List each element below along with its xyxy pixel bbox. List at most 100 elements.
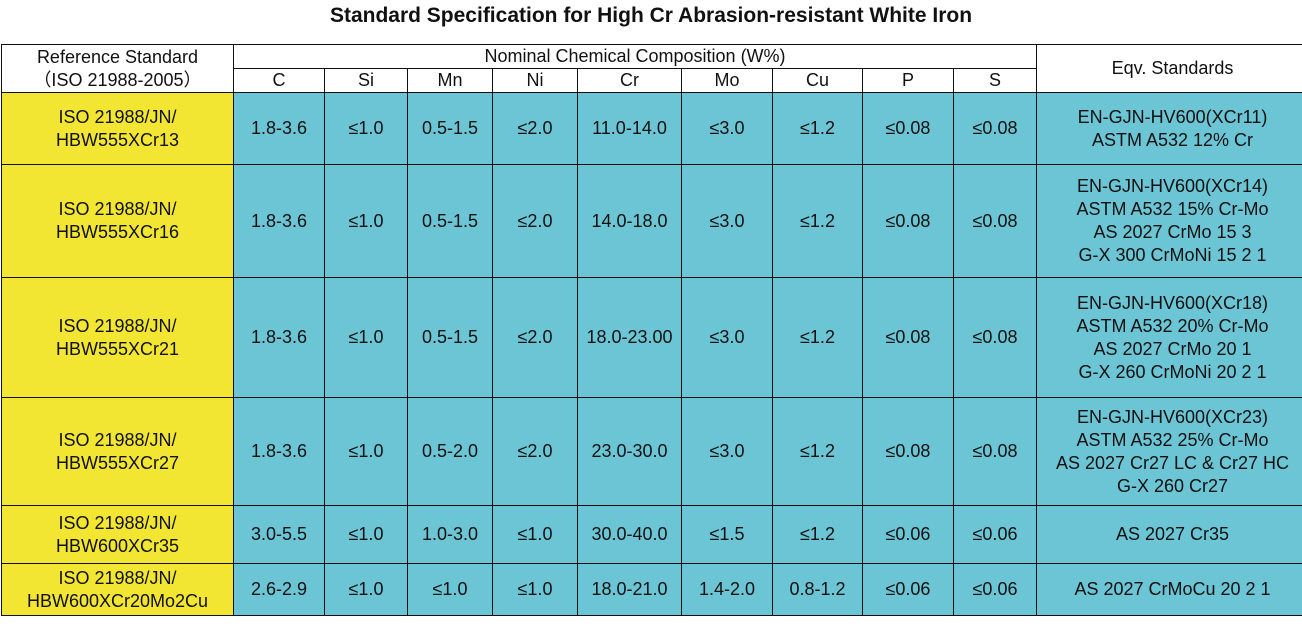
eqv-standard-line: AS 2027 CrMo 20 1 <box>1093 338 1252 359</box>
composition-cell-c: 1.8-3.6 <box>233 164 325 278</box>
reference-standard-header-line2: （ISO 21988-2005） <box>33 69 202 90</box>
composition-cell-cr: 18.0-21.0 <box>577 563 682 616</box>
composition-cell-ni: ≤2.0 <box>492 397 578 506</box>
element-header-p: P <box>862 68 954 93</box>
reference-standard-line: HBW555XCr16 <box>55 222 180 242</box>
composition-cell-c: 3.0-5.5 <box>233 505 325 564</box>
composition-cell-si: ≤1.0 <box>324 92 408 165</box>
composition-cell-s: ≤0.06 <box>952 505 1038 564</box>
composition-cell-p: ≤0.08 <box>862 277 954 398</box>
composition-cell-s: ≤0.08 <box>952 277 1038 398</box>
composition-header: Nominal Chemical Composition (W%) <box>232 44 1038 69</box>
eqv-standards-cell: EN-GJN-HV600(XCr11) ASTM A532 12% Cr <box>1036 92 1302 165</box>
eqv-standard-line: AS 2027 CrMoCu 20 2 1 <box>1074 579 1271 599</box>
reference-standard-line: ISO 21988/JN/ <box>58 567 177 588</box>
composition-cell-cr: 14.0-18.0 <box>577 164 682 278</box>
eqv-standards-cell: EN-GJN-HV600(XCr23) ASTM A532 25% Cr-Mo AS… <box>1036 397 1302 506</box>
composition-cell-ni: ≤2.0 <box>492 277 578 398</box>
composition-cell-si: ≤1.0 <box>324 164 408 278</box>
eqv-standard-line: AS 2027 CrMo 15 3 <box>1093 222 1252 242</box>
composition-cell-mn: ≤1.0 <box>407 563 493 616</box>
composition-cell-si: ≤1.0 <box>324 397 408 506</box>
composition-cell-s: ≤0.08 <box>952 92 1038 165</box>
reference-standard-cell: ISO 21988/JN/HBW600XCr35 <box>1 505 234 564</box>
reference-standard-line: HBW555XCr21 <box>55 338 180 359</box>
eqv-standards-header: Eqv. Standards <box>1036 44 1302 93</box>
eqv-standard-line: ASTM A532 20% Cr-Mo <box>1076 315 1269 336</box>
eqv-standard-line: AS 2027 Cr27 LC & Cr27 HC <box>1055 452 1290 473</box>
composition-cell-cr: 18.0-23.00 <box>577 277 682 398</box>
eqv-standard-line: EN-GJN-HV600(XCr11) <box>1077 106 1268 127</box>
composition-cell-mo: ≤3.0 <box>681 277 773 398</box>
eqv-standards-cell: EN-GJN-HV600(XCr14) ASTM A532 15% Cr-Mo AS… <box>1036 164 1302 278</box>
reference-standard-line: ISO 21988/JN/ <box>58 106 177 127</box>
eqv-standard-line: G-X 300 CrMoNi 15 2 1 <box>1078 245 1267 265</box>
table-row: ISO 21988/JN/HBW555XCr27 1.8-3.6 ≤1.0 0.5-2… <box>1 397 1302 506</box>
reference-standard-line: ISO 21988/JN/ <box>58 315 177 336</box>
composition-cell-mn: 0.5-2.0 <box>407 397 493 506</box>
composition-cell-c: 1.8-3.6 <box>233 397 325 506</box>
reference-standard-line: HBW600XCr20Mo2Cu <box>26 590 209 611</box>
element-header-mn: Mn <box>407 68 493 93</box>
composition-cell-p: ≤0.08 <box>862 92 954 165</box>
table-row: ISO 21988/JN/HBW555XCr16 1.8-3.6 ≤1.0 0.5-1… <box>1 164 1302 278</box>
element-header-cu: Cu <box>772 68 863 93</box>
composition-cell-cu: ≤1.2 <box>772 505 863 564</box>
eqv-standard-line: EN-GJN-HV600(XCr18) <box>1076 292 1269 313</box>
composition-cell-mo: ≤3.0 <box>681 92 773 165</box>
composition-cell-cr: 11.0-14.0 <box>577 92 682 165</box>
reference-standard-cell: ISO 21988/JN/HBW555XCr21 <box>1 277 234 398</box>
table-row: ISO 21988/JN/HBW600XCr20Mo2Cu 2.6-2.9 ≤1.0… <box>1 563 1302 616</box>
composition-cell-mo: ≤3.0 <box>681 397 773 506</box>
composition-cell-cu: ≤1.2 <box>772 92 863 165</box>
reference-standard-line: ISO 21988/JN/ <box>58 199 177 219</box>
composition-cell-p: ≤0.08 <box>862 164 954 278</box>
composition-cell-p: ≤0.06 <box>862 563 954 616</box>
composition-cell-mn: 0.5-1.5 <box>407 92 493 165</box>
table-row: ISO 21988/JN/HBW600XCr35 3.0-5.5 ≤1.0 1.0-3… <box>1 505 1302 564</box>
eqv-standard-line: ASTM A532 12% Cr <box>1091 129 1254 150</box>
element-header-c: C <box>233 68 325 93</box>
element-header-ni: Ni <box>492 68 578 93</box>
composition-cell-s: ≤0.08 <box>952 397 1038 506</box>
element-header-s: S <box>952 68 1038 93</box>
reference-standard-cell: ISO 21988/JN/HBW555XCr27 <box>1 397 234 506</box>
eqv-standard-line: G-X 260 Cr27 <box>1116 475 1229 496</box>
table-row: ISO 21988/JN/HBW555XCr21 1.8-3.6 ≤1.0 0.5-1… <box>1 277 1302 398</box>
composition-cell-c: 2.6-2.9 <box>233 563 325 616</box>
eqv-standard-line: EN-GJN-HV600(XCr14) <box>1076 176 1269 196</box>
composition-cell-c: 1.8-3.6 <box>233 277 325 398</box>
composition-cell-si: ≤1.0 <box>324 563 408 616</box>
composition-cell-p: ≤0.06 <box>862 505 954 564</box>
composition-cell-mn: 0.5-1.5 <box>407 164 493 278</box>
eqv-standard-line: EN-GJN-HV600(XCr23) <box>1076 406 1269 427</box>
composition-cell-cu: ≤1.2 <box>772 397 863 506</box>
reference-standard-line: HBW555XCr27 <box>55 452 180 473</box>
eqv-standards-cell: AS 2027 Cr35 <box>1036 505 1302 564</box>
reference-standard-line: ISO 21988/JN/ <box>58 512 177 533</box>
element-header-mo: Mo <box>681 68 773 93</box>
composition-cell-si: ≤1.0 <box>324 277 408 398</box>
page-title: Standard Specification for High Cr Abras… <box>329 4 973 27</box>
reference-standard-line: ISO 21988/JN/ <box>58 429 177 450</box>
composition-cell-cr: 30.0-40.0 <box>577 505 682 564</box>
composition-cell-cu: 0.8-1.2 <box>772 563 863 616</box>
reference-standard-line: HBW555XCr13 <box>55 129 180 150</box>
composition-cell-mo: ≤1.5 <box>681 505 773 564</box>
eqv-standard-line: AS 2027 Cr35 <box>1115 524 1230 544</box>
composition-cell-ni: ≤2.0 <box>492 164 578 278</box>
reference-standard-line: HBW600XCr35 <box>55 535 180 556</box>
composition-cell-cr: 23.0-30.0 <box>577 397 682 506</box>
composition-cell-ni: ≤2.0 <box>492 92 578 165</box>
table-row: ISO 21988/JN/HBW555XCr13 1.8-3.6 ≤1.0 0.5-1… <box>1 92 1302 165</box>
element-header-si: Si <box>324 68 408 93</box>
composition-cell-si: ≤1.0 <box>324 505 408 564</box>
reference-standard-cell: ISO 21988/JN/HBW555XCr16 <box>1 164 234 278</box>
composition-cell-cu: ≤1.2 <box>772 164 863 278</box>
reference-standard-cell: ISO 21988/JN/HBW555XCr13 <box>1 92 234 165</box>
composition-cell-s: ≤0.06 <box>952 563 1038 616</box>
reference-standard-header: Reference Standard （ISO 21988-2005） <box>1 44 234 93</box>
reference-standard-cell: ISO 21988/JN/HBW600XCr20Mo2Cu <box>1 563 234 616</box>
composition-cell-p: ≤0.08 <box>862 397 954 506</box>
eqv-standards-cell: AS 2027 CrMoCu 20 2 1 <box>1036 563 1302 616</box>
